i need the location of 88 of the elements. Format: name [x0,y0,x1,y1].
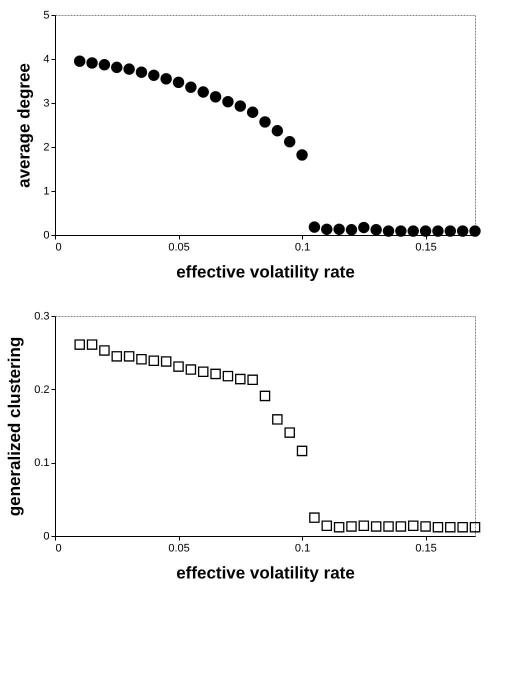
y-tick-label: 4 [43,54,50,66]
point [222,96,234,108]
point [334,522,344,532]
point [210,368,221,380]
point [420,225,432,237]
point [74,56,86,67]
x-axis-title: effective volatility rate [176,262,355,282]
point [322,520,332,531]
y-tick-label: 0.3 [34,310,50,322]
point [160,356,172,367]
point [247,374,258,386]
point [272,414,283,425]
point [160,73,172,84]
x-tick-label: 0.1 [294,542,310,554]
x-axis-title: effective volatility rate [176,564,355,582]
point [284,136,296,148]
point [444,225,456,237]
y-tick-label: 2 [43,142,50,154]
point [432,225,444,237]
point [234,100,246,112]
y-axis-title: generalized clustering [5,336,24,516]
point [321,224,332,235]
x-tick-label: 0.05 [168,242,190,254]
point [246,106,258,118]
point [235,374,246,384]
point [296,446,308,456]
point [124,351,134,362]
point [346,224,358,236]
point [382,225,394,237]
point [111,62,122,74]
point [173,361,184,372]
point [198,366,208,377]
point [112,351,122,362]
point [469,225,481,237]
point [198,86,209,98]
y-tick-label: 0.2 [34,384,50,396]
point [445,522,456,532]
point [457,522,468,532]
point [284,427,295,438]
point [470,522,480,532]
point [172,76,184,88]
point [272,125,284,136]
point [222,370,234,382]
x-tick-label: 0.15 [415,542,437,554]
point [74,339,85,350]
point [370,224,382,236]
point [408,225,419,237]
point [136,354,147,365]
y-tick-label: 0.1 [34,457,50,470]
point [98,59,110,70]
point [260,390,270,402]
point [308,221,320,233]
point [259,116,271,128]
y-tick-label: 3 [43,98,50,110]
point [148,355,160,366]
y-tick-label: 0 [43,230,50,242]
point [148,70,160,81]
y-tick-label: 0 [43,530,50,542]
x-tick-label: 0 [56,242,62,254]
point [395,225,407,237]
point [86,339,98,350]
point [432,522,444,532]
y-tick-label: 1 [43,186,50,198]
point [456,225,468,237]
point [358,520,370,531]
point [408,520,418,531]
point [333,224,345,235]
point [296,149,308,161]
x-tick-label: 0.05 [168,542,190,554]
point [123,63,135,75]
x-tick-label: 0.15 [415,242,437,254]
y-axis-title: average degree [14,63,34,188]
point [420,521,431,532]
x-tick-label: 0 [56,542,62,554]
point [185,81,197,93]
x-tick-label: 0.1 [294,242,310,254]
point [346,521,357,532]
point [136,66,148,78]
point [396,521,406,532]
point [99,345,110,356]
point [358,222,370,234]
point [186,364,196,375]
point [210,91,222,103]
point [86,57,98,69]
y-tick-label: 5 [43,10,50,22]
point [370,521,382,532]
point [309,512,320,523]
point [383,521,394,532]
